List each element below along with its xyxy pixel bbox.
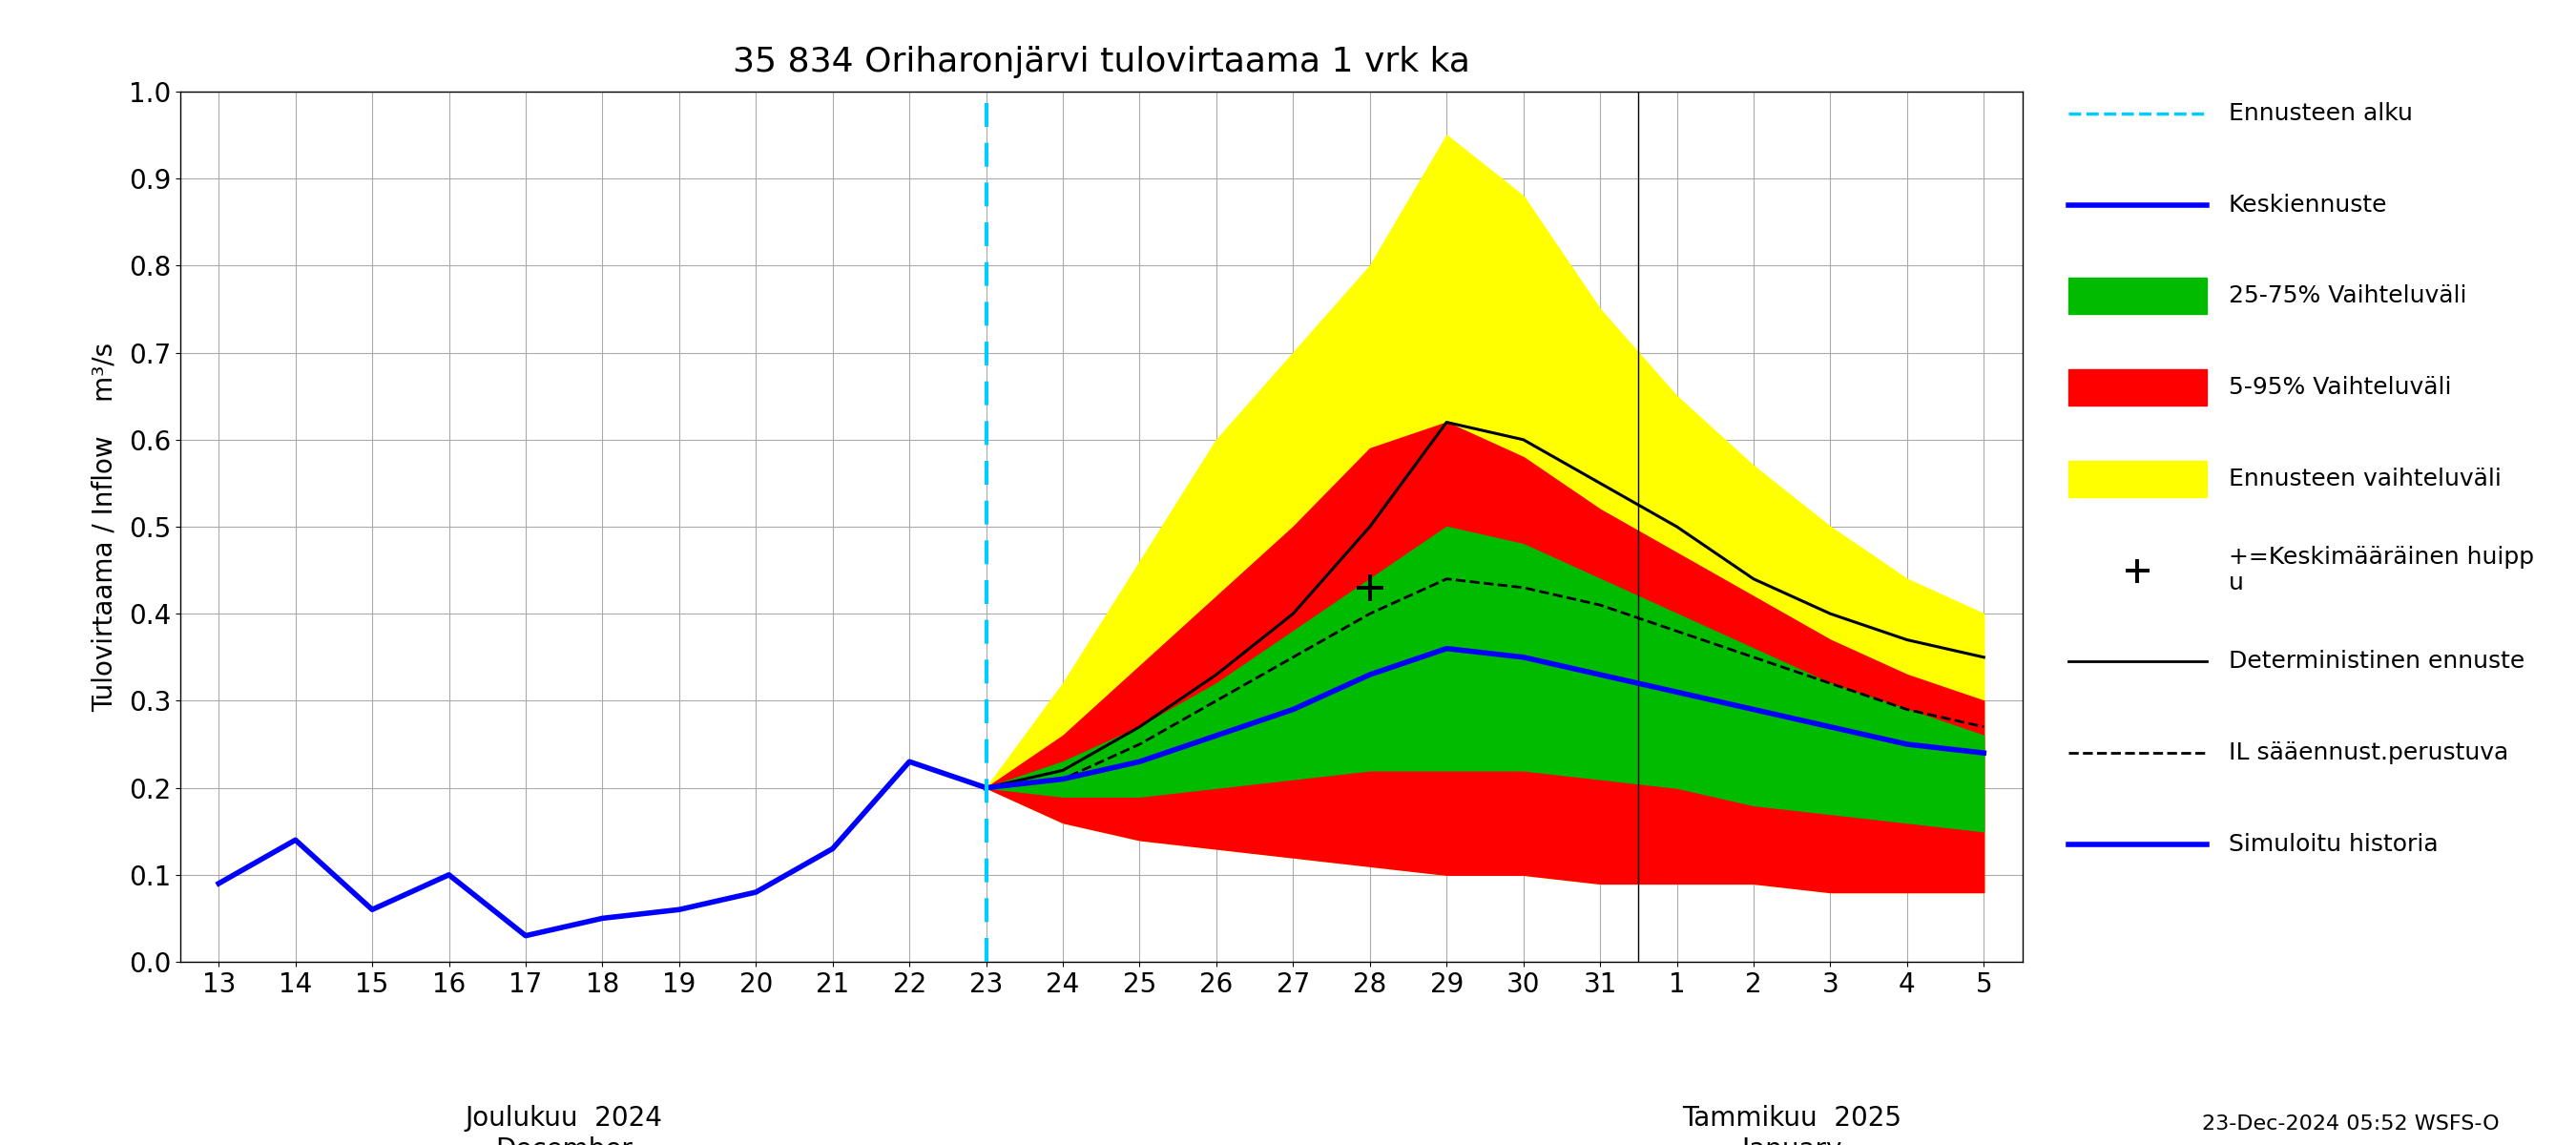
Title: 35 834 Oriharonjärvi tulovirtaama 1 vrk ka: 35 834 Oriharonjärvi tulovirtaama 1 vrk …: [732, 46, 1471, 78]
Text: 25-75% Vaihteluväli: 25-75% Vaihteluväli: [2228, 285, 2465, 308]
Text: IL sääennust.perustuva: IL sääennust.perustuva: [2228, 742, 2509, 765]
Text: Keskiennuste: Keskiennuste: [2228, 194, 2388, 216]
Text: 23-Dec-2024 05:52 WSFS-O: 23-Dec-2024 05:52 WSFS-O: [2202, 1114, 2499, 1134]
Text: 5-95% Vaihteluväli: 5-95% Vaihteluväli: [2228, 376, 2452, 398]
Text: Tammikuu  2025
January: Tammikuu 2025 January: [1682, 1105, 1901, 1145]
Text: Deterministinen ennuste: Deterministinen ennuste: [2228, 650, 2524, 673]
Text: Ennusteen alku: Ennusteen alku: [2228, 102, 2414, 125]
Text: Ennusteen vaihteluväli: Ennusteen vaihteluväli: [2228, 467, 2501, 490]
Bar: [2069, 278, 2205, 315]
Bar: [2069, 460, 2205, 497]
Bar: [2069, 369, 2205, 405]
Y-axis label: Tulovirtaama / Inflow    m³/s: Tulovirtaama / Inflow m³/s: [90, 342, 118, 711]
Text: Simuloitu historia: Simuloitu historia: [2228, 832, 2437, 855]
Text: +=Keskimääräinen huipp
u: +=Keskimääräinen huipp u: [2228, 545, 2535, 595]
Text: Joulukuu  2024
December: Joulukuu 2024 December: [466, 1105, 662, 1145]
